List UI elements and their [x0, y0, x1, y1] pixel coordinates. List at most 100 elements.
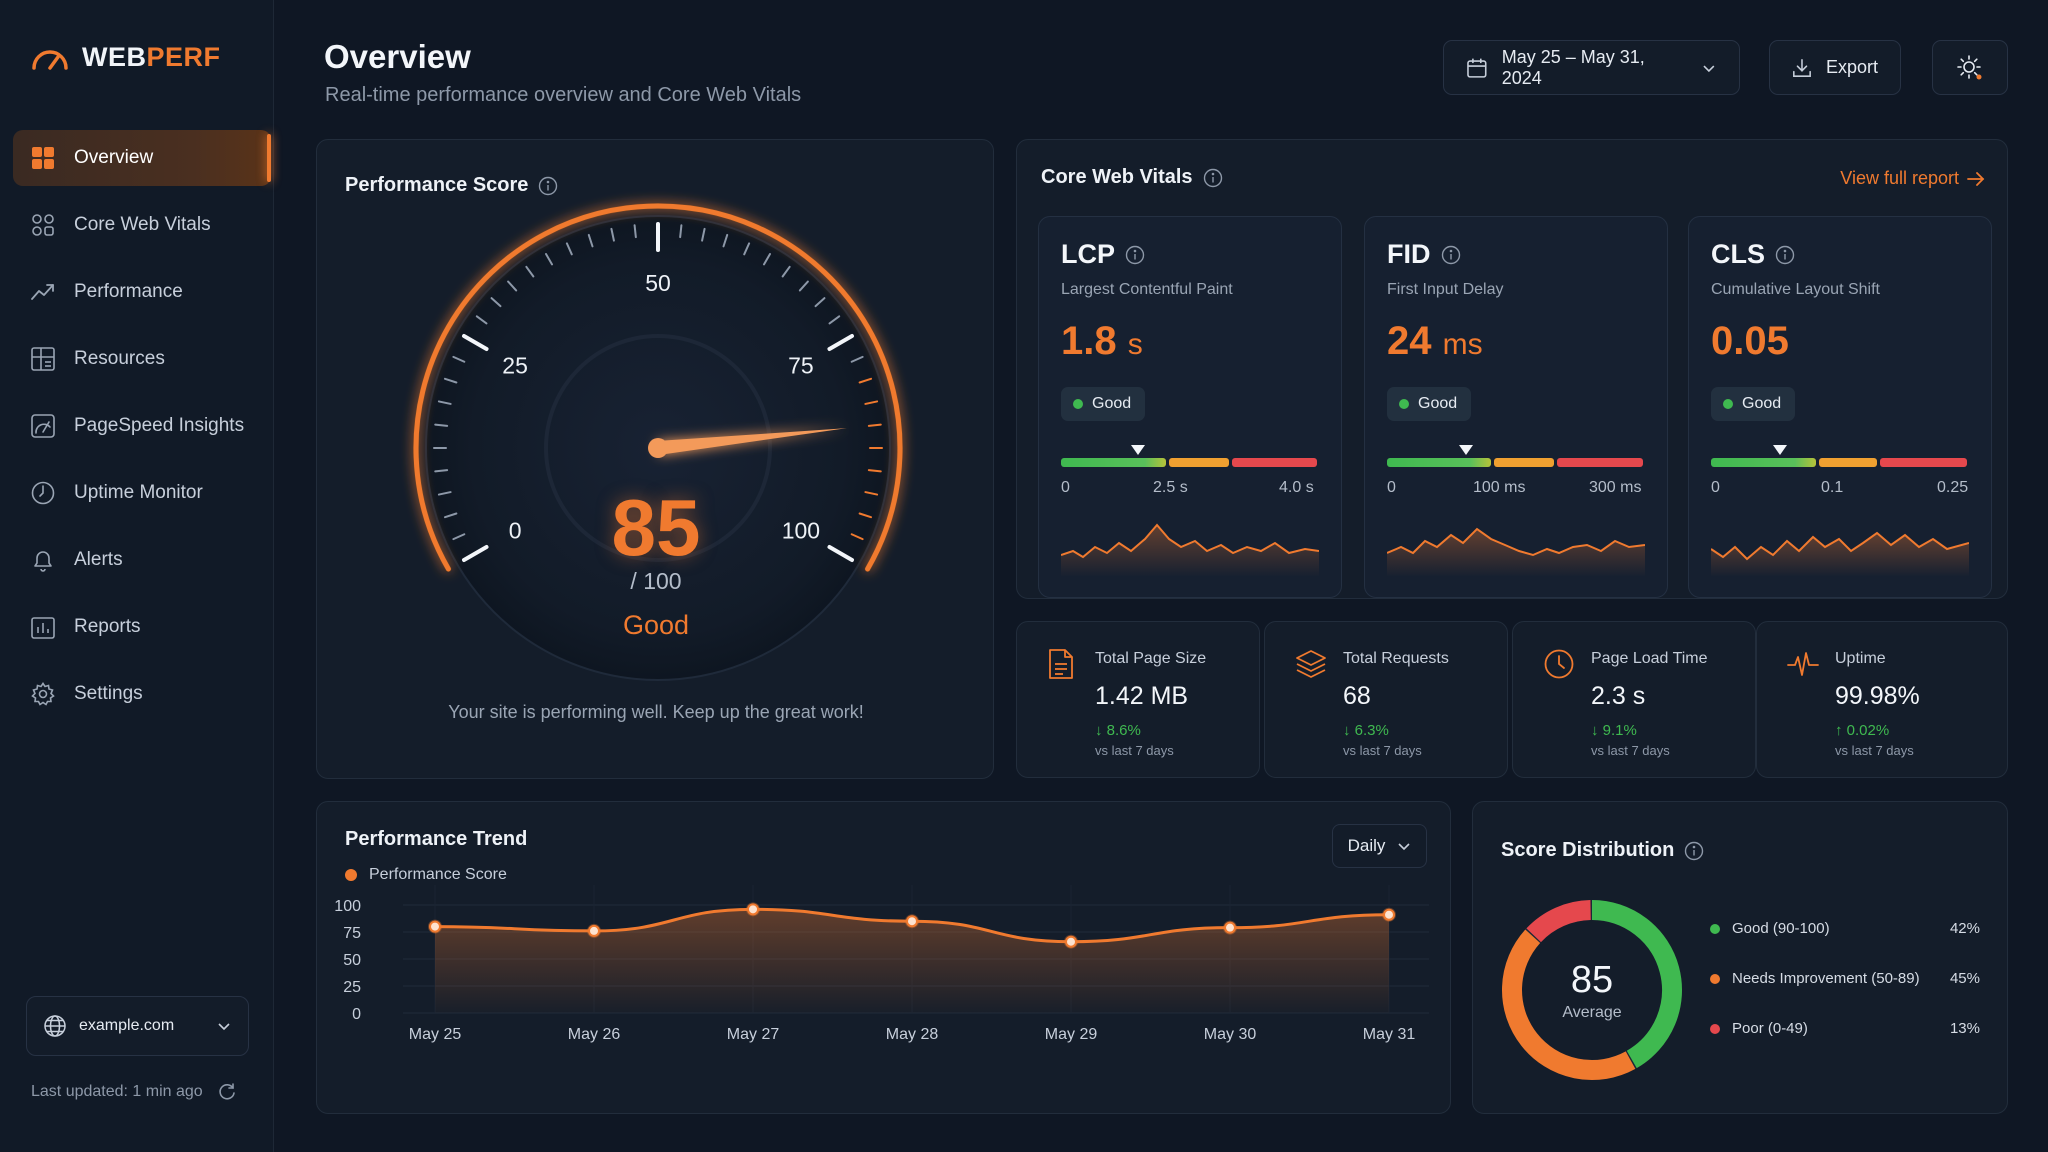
gauge-tick	[565, 242, 573, 256]
period-select[interactable]: Daily	[1332, 824, 1427, 868]
gauge-tick	[443, 377, 458, 384]
sidebar-item-settings[interactable]: Settings	[13, 666, 271, 722]
gauge-tick	[507, 280, 518, 292]
sidebar-nav: Overview Core Web Vitals Performance Res…	[13, 130, 271, 733]
bar-poor	[1880, 458, 1967, 467]
site-selector[interactable]: example.com	[26, 996, 249, 1056]
logo-text: WEBPERF	[82, 42, 221, 72]
clock-icon	[30, 480, 56, 506]
x-tick-label: May 29	[1045, 1026, 1098, 1043]
calendar-icon	[1467, 58, 1487, 78]
refresh-icon[interactable]	[217, 1082, 237, 1102]
y-tick-label: 100	[334, 898, 361, 915]
gauge-tick	[437, 491, 452, 496]
sidebar-item-label: PageSpeed Insights	[74, 415, 245, 436]
info-icon[interactable]	[1775, 245, 1795, 265]
vital-value-number: 24	[1387, 319, 1432, 363]
legend-label: Performance Score	[369, 866, 507, 883]
info-icon[interactable]	[1684, 841, 1704, 861]
stat-label: Total Page Size	[1095, 650, 1207, 667]
score-rating: Good	[622, 610, 690, 640]
core-web-vitals-title: Core Web Vitals	[1041, 166, 1223, 189]
gauge-tick	[828, 315, 841, 325]
gauge-tick	[798, 280, 809, 292]
sidebar-item-uptime-monitor[interactable]: Uptime Monitor	[13, 465, 271, 521]
sidebar-item-resources[interactable]: Resources	[13, 331, 271, 387]
donut-center-label: Average	[1562, 1004, 1622, 1021]
sidebar-item-performance[interactable]: Performance	[13, 264, 271, 320]
last-updated-text: Last updated: 1 min ago	[31, 1083, 203, 1100]
gauge-needle-hub	[648, 438, 668, 458]
sidebar-item-overview[interactable]: Overview	[13, 130, 271, 186]
gauge-tick	[490, 297, 502, 308]
sidebar-item-label: Alerts	[74, 549, 123, 570]
export-button[interactable]: Export	[1769, 40, 1901, 95]
sidebar-item-alerts[interactable]: Alerts	[13, 532, 271, 588]
page-subtitle: Real-time performance overview and Core …	[325, 84, 802, 106]
gauge-tick	[864, 491, 879, 496]
vital-card-lcp[interactable]: LCP Largest Contentful Paint 1.8 s Good …	[1038, 216, 1342, 598]
gauge-tick	[434, 469, 449, 473]
info-icon[interactable]	[538, 176, 558, 196]
vital-card-cls[interactable]: CLS Cumulative Layout Shift 0.05 Good 0 …	[1688, 216, 1992, 598]
gauge-arc	[413, 203, 903, 572]
sidebar-item-reports[interactable]: Reports	[13, 599, 271, 655]
x-tick-label: May 27	[727, 1026, 780, 1043]
distribution-legend-poor: Poor (0-49) 13%	[1710, 1020, 1980, 1037]
trend-point	[747, 903, 759, 916]
vital-value-number: 1.8	[1061, 319, 1117, 363]
date-range-picker[interactable]: May 25 – May 31, 2024	[1443, 40, 1740, 95]
threshold-tick: 0	[1711, 479, 1720, 496]
x-tick-label: May 25	[409, 1026, 462, 1043]
bar-poor	[1557, 458, 1643, 467]
sidebar-item-pagespeed-insights[interactable]: PageSpeed Insights	[13, 398, 271, 454]
logo[interactable]: WEBPERF	[30, 42, 221, 73]
view-full-report-link[interactable]: View full report	[1840, 168, 1985, 189]
y-tick-label: 0	[352, 1006, 361, 1023]
score-donut	[1502, 900, 1682, 1080]
gauge-tick	[814, 297, 826, 308]
gauge-tick	[864, 400, 879, 405]
stat-label: Total Requests	[1343, 650, 1449, 667]
performance-score-title-text: Performance Score	[345, 174, 529, 196]
legend-label: Good (90-100)	[1732, 920, 1830, 937]
stat-value: 99.98%	[1835, 682, 1920, 710]
sidebar-item-label: Performance	[74, 281, 183, 302]
gauge-tick	[525, 265, 535, 278]
gauge-tick	[850, 355, 864, 363]
stat-card-uptime: Uptime 99.98% ↑ 0.02% vs last 7 days	[1756, 621, 2008, 778]
stat-label: Uptime	[1835, 650, 1886, 667]
status-badge-label: Good	[1092, 395, 1132, 412]
theme-toggle-button[interactable]	[1932, 40, 2008, 95]
info-icon[interactable]	[1441, 245, 1461, 265]
threshold-tick: 0.25	[1937, 479, 1969, 496]
chevron-down-icon	[1398, 843, 1410, 851]
trend-icon	[30, 279, 56, 305]
stat-label: Page Load Time	[1591, 650, 1708, 667]
sidebar-item-core-web-vitals[interactable]: Core Web Vitals	[13, 197, 271, 253]
gauge-tick	[545, 253, 553, 266]
x-tick-label: May 30	[1204, 1026, 1257, 1043]
legend-dot	[1710, 973, 1720, 984]
score-value: 85	[611, 483, 701, 572]
legend-pct: 13%	[1949, 1020, 1980, 1037]
legend-pct: 45%	[1949, 970, 1980, 987]
info-icon[interactable]	[1125, 245, 1145, 265]
vital-abbr: FID	[1387, 239, 1461, 270]
gauge-tick-label: 50	[645, 270, 671, 296]
y-tick-label: 25	[343, 979, 361, 996]
y-tick-label: 50	[343, 952, 361, 969]
status-badge: Good	[1387, 387, 1472, 421]
stat-compare: vs last 7 days	[1835, 743, 1914, 758]
info-icon[interactable]	[1203, 168, 1223, 188]
file-icon	[1049, 649, 1073, 679]
legend-label: Poor (0-49)	[1732, 1020, 1808, 1037]
x-tick-label: May 26	[568, 1026, 621, 1043]
performance-score-title: Performance Score	[345, 174, 558, 197]
gauge-tick	[462, 545, 489, 562]
y-tick-label: 75	[343, 925, 361, 942]
vital-abbr-text: LCP	[1061, 239, 1115, 269]
vital-card-fid[interactable]: FID First Input Delay 24 ms Good 0 100 m…	[1364, 216, 1668, 598]
threshold-marker	[1459, 445, 1474, 455]
score-distribution-card: Score Distribution 85 Average	[1472, 801, 2008, 1114]
